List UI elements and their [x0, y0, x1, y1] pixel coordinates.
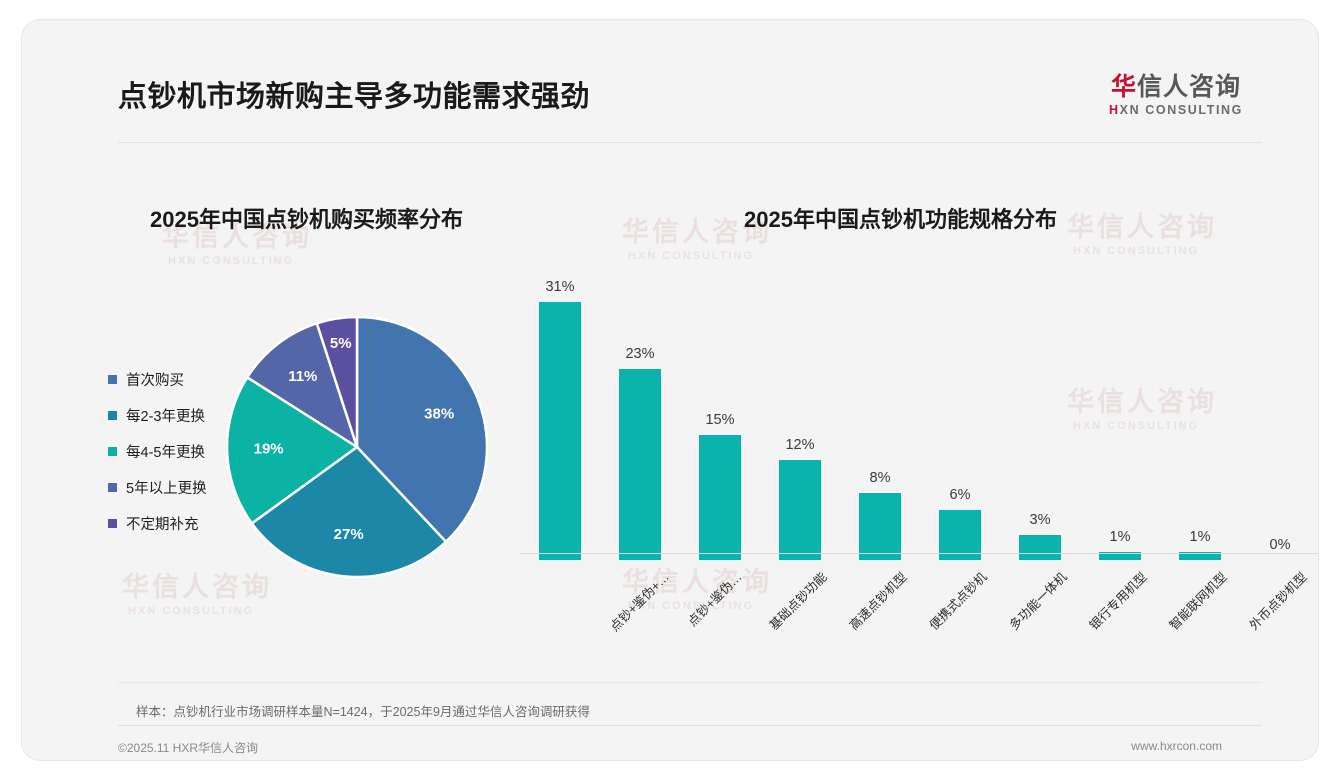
bar-value-label: 1%: [1189, 529, 1211, 545]
bar-rect[interactable]: [779, 460, 821, 560]
bar-chart-title: 2025年中国点钞机功能规格分布: [744, 207, 1057, 232]
bar-column[interactable]: 6%: [920, 270, 1000, 560]
bar-value-label: 3%: [1029, 512, 1051, 528]
pie-slice-label: 27%: [334, 526, 364, 543]
bar-rect[interactable]: [1019, 535, 1061, 560]
pie-legend-label: 5年以上更换: [126, 480, 207, 497]
slide-header: 点钞机市场新购主导多功能需求强劲 华信人咨询 HXN CONSULTING: [22, 20, 1318, 143]
bar-rect[interactable]: [859, 493, 901, 560]
watermark: 华信人咨询 HXN CONSULTING: [1067, 205, 1217, 257]
pie-slice[interactable]: [250, 445, 448, 578]
bar-rect[interactable]: [939, 510, 981, 560]
header-divider: [118, 142, 1262, 143]
bar-category-label: 银行专用机型: [1086, 569, 1150, 633]
pie-slice[interactable]: [315, 316, 359, 448]
pie-legend-label: 每2-3年更换: [126, 408, 205, 425]
pie-legend-item[interactable]: 首次购买: [108, 361, 207, 397]
bar-category-label: 基础点钞功能: [766, 569, 830, 633]
brand-logo-cn-rest: 信人咨询: [1137, 73, 1242, 101]
pie-slice[interactable]: [355, 316, 488, 544]
pie-legend: 首次购买每2-3年更换 每4-5年更换 5年以上更换 不定期补充: [108, 361, 207, 541]
bar-value-label: 15%: [705, 412, 735, 428]
footer-website[interactable]: www.hxrcon.com: [1131, 739, 1222, 753]
page-title: 点钞机市场新购主导多功能需求强劲: [118, 81, 591, 113]
footer-copyright: ©2025.11 HXR华信人咨询: [118, 741, 258, 755]
bar-column[interactable]: 23%: [600, 270, 680, 560]
bar-chart-axis: [520, 553, 1318, 554]
brand-logo-en: HXN CONSULTING: [1096, 103, 1256, 117]
bar-rect[interactable]: [619, 369, 661, 560]
brand-logo: 华信人咨询 HXN CONSULTING: [1096, 74, 1256, 117]
footnote-divider: [118, 682, 1262, 683]
bar-value-label: 1%: [1109, 529, 1131, 545]
pie-chart: 38% 27% 19% 11% 5%: [226, 316, 488, 578]
pie-slice[interactable]: [245, 321, 360, 450]
pie-slice-label: 19%: [254, 441, 284, 458]
bar-category-label: 点钞+鉴伪…: [685, 569, 745, 630]
watermark-en: HXN CONSULTING: [128, 605, 255, 617]
legend-swatch-icon: [108, 482, 117, 492]
watermark-cn: 华信人咨询: [1067, 212, 1217, 242]
bar-value-label: 6%: [949, 487, 971, 503]
pie-slice[interactable]: [226, 375, 360, 526]
watermark-en: HXN CONSULTING: [628, 250, 755, 262]
legend-swatch-icon: [108, 446, 117, 456]
bar-value-label: 12%: [785, 437, 815, 453]
brand-logo-cn-red: 华: [1110, 73, 1137, 101]
watermark-en: HXN CONSULTING: [168, 255, 295, 267]
pie-slice-label: 11%: [288, 368, 317, 385]
bar-value-label: 31%: [545, 279, 575, 295]
footer-divider: [118, 725, 1262, 726]
bar-column[interactable]: 3%: [1000, 270, 1080, 560]
bar-column[interactable]: 0%: [1240, 270, 1318, 560]
bar-column[interactable]: 1%: [1160, 270, 1240, 560]
bar-category-label: 多功能一体机: [1006, 569, 1070, 633]
pie-chart-svg: 38% 27% 19% 11% 5%: [226, 316, 488, 578]
pie-legend-item[interactable]: 5年以上更换: [108, 469, 207, 505]
pie-legend-item[interactable]: 每2-3年更换: [108, 397, 207, 433]
watermark-en: HXN CONSULTING: [1073, 245, 1200, 257]
bar-rect[interactable]: [1179, 552, 1221, 560]
pie-chart-title: 2025年中国点钞机购买频率分布: [150, 207, 463, 232]
slide-canvas: 华信人咨询 HXN CONSULTING 华信人咨询 HXN CONSULTIN…: [22, 20, 1318, 760]
bar-column[interactable]: 8%: [840, 270, 920, 560]
bar-category-label: 外币点钞机型: [1246, 569, 1310, 633]
bar-value-label: 0%: [1269, 537, 1291, 553]
bar-column[interactable]: 1%: [1080, 270, 1160, 560]
pie-legend-label: 每4-5年更换: [126, 444, 205, 461]
bar-category-label: 智能联网机型: [1166, 569, 1230, 633]
pie-legend-item[interactable]: 不定期补充: [108, 505, 207, 541]
bar-column[interactable]: 12%: [760, 270, 840, 560]
legend-swatch-icon: [108, 374, 117, 384]
bar-column[interactable]: 15%: [680, 270, 760, 560]
bar-rect[interactable]: [539, 302, 581, 560]
pie-legend-label: 不定期补充: [126, 516, 199, 533]
bar-rect[interactable]: [1099, 552, 1141, 560]
bar-value-label: 23%: [625, 346, 655, 362]
pie-slice-label: 38%: [424, 405, 454, 422]
bar-category-label: 便携式点钞机: [926, 569, 990, 633]
legend-swatch-icon: [108, 410, 117, 420]
footnote: 样本：点钞机行业市场调研样本量N=1424，于2025年9月通过华信人咨询调研获…: [136, 705, 590, 719]
brand-logo-en-red: H: [1109, 103, 1120, 118]
bar-value-label: 8%: [869, 470, 891, 486]
bar-category-label: 点钞+鉴伪+…: [607, 569, 672, 635]
pie-legend-label: 首次购买: [126, 372, 184, 389]
bar-column[interactable]: 31%: [520, 270, 600, 560]
bar-chart: 31% 23% 15% 12% 8% 6% 3% 1% 1% 0%: [520, 270, 1318, 560]
bar-category-label: 高速点钞机型: [846, 569, 910, 633]
bar-rect[interactable]: [699, 435, 741, 560]
brand-logo-cn: 华信人咨询: [1096, 74, 1256, 100]
pie-slice-label: 5%: [330, 335, 352, 352]
legend-swatch-icon: [108, 518, 117, 528]
pie-legend-item[interactable]: 每4-5年更换: [108, 433, 207, 469]
brand-logo-en-rest: XN CONSULTING: [1119, 103, 1243, 118]
